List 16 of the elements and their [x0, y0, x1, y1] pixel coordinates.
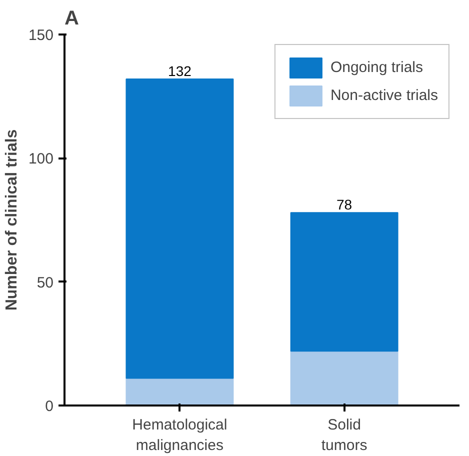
bar [126, 378, 234, 406]
chart-title: A [64, 8, 79, 30]
bar [290, 350, 398, 406]
x-tick-label: Hematological malignancies [132, 416, 228, 454]
legend-label: Ongoing trials [330, 59, 424, 76]
bar [290, 212, 398, 352]
total-label: 132 [168, 63, 192, 80]
y-tick-label: 150 [28, 27, 54, 44]
y-axis-title: Number of clinical trials [3, 129, 20, 311]
y-tick-label: 100 [28, 150, 54, 168]
total-label: 78 [336, 196, 352, 213]
legend-label: Non-active trials [330, 87, 438, 104]
y-tick-label: 50 [36, 274, 54, 292]
bar [126, 78, 234, 379]
y-tick-label: 0 [45, 398, 54, 415]
x-tick-label: Solid tumors [321, 416, 368, 454]
